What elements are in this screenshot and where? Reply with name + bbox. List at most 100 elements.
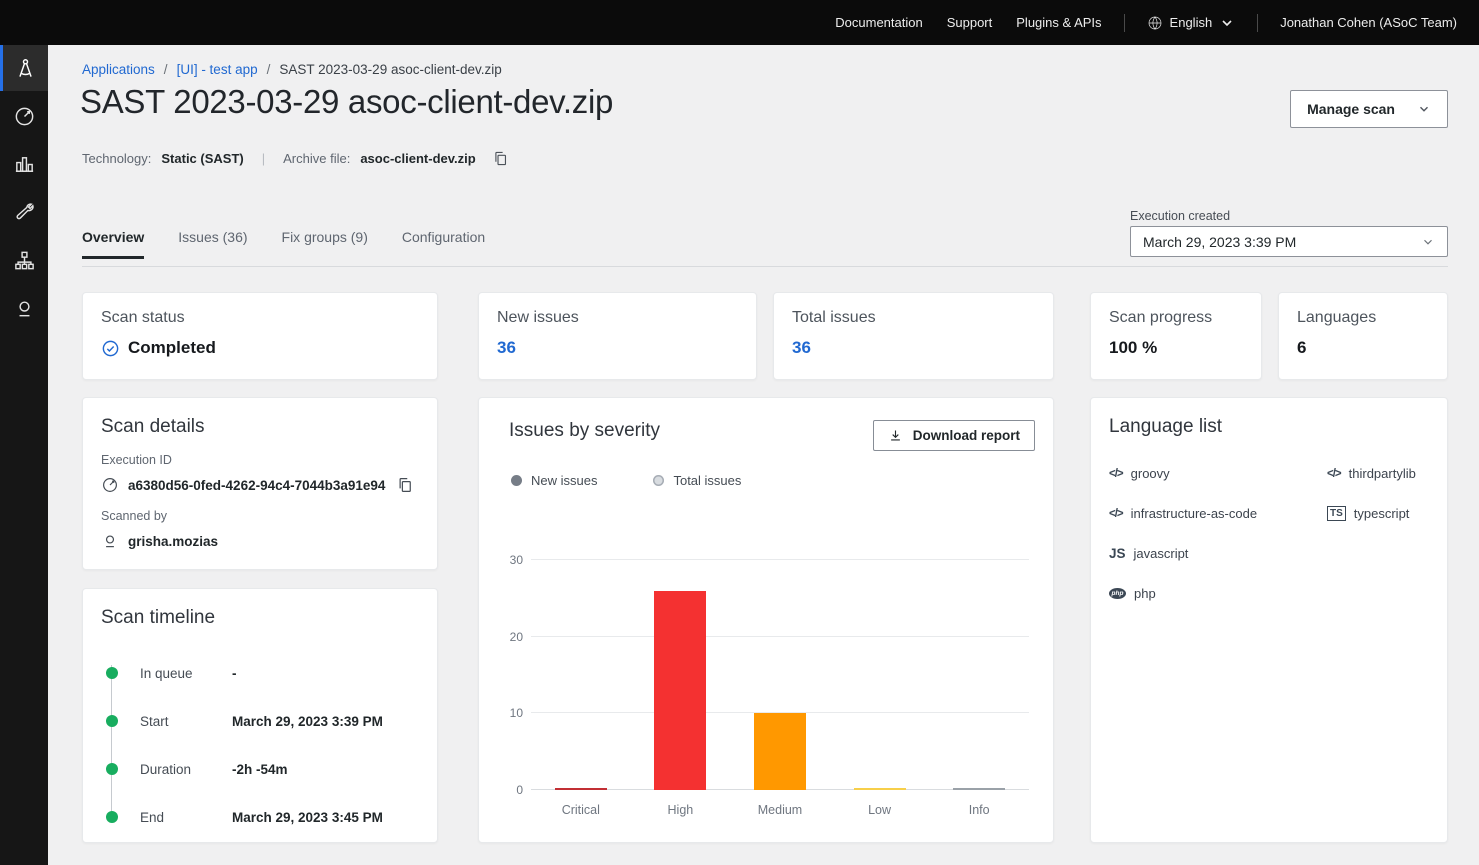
legend-dot — [653, 475, 665, 486]
download-report-button[interactable]: Download report — [872, 420, 1035, 451]
languages-value: 6 — [1297, 338, 1307, 357]
tab-divider — [82, 266, 1448, 267]
left-nav-sidebar — [0, 45, 48, 865]
wrench-icon — [16, 202, 34, 219]
tab-overview[interactable]: Overview — [82, 229, 145, 259]
breadcrumb-current: SAST 2023-03-29 asoc-client-dev.zip — [279, 62, 502, 77]
legend-item-new-issues[interactable]: New issues — [511, 473, 597, 488]
bar-critical — [554, 788, 607, 790]
sidebar-item-organization[interactable] — [0, 237, 48, 283]
scanned-by-value: grisha.mozias — [128, 533, 219, 549]
chart-title: Issues by severity — [509, 420, 660, 441]
divider: | — [261, 151, 266, 166]
topbar-link-plugins-apis[interactable]: Plugins & APIs — [1016, 15, 1102, 30]
x-axis-label: Low — [868, 803, 892, 817]
bar-high — [654, 590, 707, 790]
main-content: Applications / [UI] - test app / SAST 20… — [48, 45, 1479, 865]
timeline-dot — [106, 811, 118, 823]
language-list-card: Language list </> groovy </> thirdpartylib <… — [1090, 397, 1448, 843]
bar-column: Medium — [730, 560, 830, 817]
chevron-down-icon — [1424, 239, 1432, 245]
sidebar-item-scans[interactable] — [0, 93, 48, 139]
gauge-icon — [15, 107, 33, 125]
timeline-dot — [106, 667, 118, 679]
gridline — [531, 635, 1029, 637]
execution-created-select[interactable]: March 29, 2023 3:39 PM — [1130, 226, 1448, 257]
ts-icon: TS — [1327, 506, 1346, 521]
scan-timeline-card: Scan timeline In queue - Start March 29, 20… — [82, 588, 438, 843]
gauge-icon — [103, 478, 117, 492]
breadcrumb-applications[interactable]: Applications — [82, 62, 155, 77]
timeline-label: End — [140, 809, 165, 825]
tab-configuration[interactable]: Configuration — [401, 229, 486, 245]
execution-id-value: a6380d56-0fed-4262-94c4-7044b3a91e94 — [128, 477, 386, 493]
timeline-label: Start — [140, 713, 169, 729]
topbar-links: Documentation Support Plugins & APIs — [835, 15, 1101, 30]
x-axis-label: Info — [968, 803, 990, 817]
language-name: groovy — [1130, 466, 1170, 481]
sidebar-item-reports[interactable] — [0, 141, 48, 187]
language-name: thirdpartylib — [1348, 466, 1416, 481]
manage-scan-button[interactable]: Manage scan — [1290, 90, 1448, 128]
person-icon — [18, 300, 30, 316]
bar-medium — [753, 713, 806, 790]
scanned-by-label: Scanned by — [101, 509, 168, 523]
y-axis-tick: 20 — [509, 629, 523, 644]
language-item-typescript: TS typescript — [1327, 502, 1429, 525]
card-title: New issues — [497, 309, 579, 326]
bar-info — [953, 788, 1006, 790]
language-selector[interactable]: English — [1147, 15, 1236, 31]
legend-label: New issues — [531, 473, 598, 488]
person-icon — [105, 535, 115, 548]
new-issues-card: New issues 36 — [478, 292, 757, 380]
bar-column: Info — [929, 560, 1029, 817]
timeline-dot — [106, 763, 118, 775]
card-title: Scan status — [101, 309, 185, 326]
scan-status-card: Scan status Completed — [82, 292, 438, 380]
technology-value: Static (SAST) — [161, 151, 244, 166]
language-grid: </> groovy </> thirdpartylib </> infrastructu… — [1109, 462, 1429, 605]
sidebar-item-profile[interactable] — [0, 285, 48, 331]
divider — [1257, 13, 1259, 32]
timeline-label: Duration — [140, 761, 192, 777]
card-title: Scan timeline — [101, 607, 216, 628]
legend-item-total-issues[interactable]: Total issues — [653, 473, 741, 488]
language-item-infrastructure-as-code: </> infrastructure-as-code — [1109, 502, 1327, 525]
tab-fix[interactable]: Fix groups (9) — [281, 229, 368, 245]
timeline-label: In queue — [140, 665, 193, 681]
sidebar-item-applications[interactable] — [0, 45, 48, 91]
globe-icon — [1148, 16, 1161, 29]
bar-low — [853, 788, 906, 790]
scan-status-value: Completed — [128, 338, 216, 357]
sidebar-item-tools[interactable] — [0, 189, 48, 235]
timeline-row: Duration -2h -54m — [101, 745, 419, 793]
code-icon: </> — [1109, 467, 1124, 480]
timeline-dot — [106, 715, 118, 727]
user-menu[interactable]: Jonathan Cohen (ASoC Team) — [1280, 15, 1457, 30]
chevron-down-icon — [1222, 19, 1232, 26]
scan-progress-card: Scan progress 100 % — [1090, 292, 1262, 380]
scan-details-card: Scan details Execution ID a6380d56-0fed-… — [82, 397, 438, 570]
archive-file-label: Archive file: — [283, 151, 351, 166]
tab-issues[interactable]: Issues (36) — [178, 229, 248, 245]
timeline-row: End March 29, 2023 3:45 PM — [101, 793, 419, 841]
divider — [1123, 13, 1125, 32]
topbar-link-documentation[interactable]: Documentation — [835, 15, 923, 30]
archive-file-value: asoc-client-dev.zip — [360, 151, 476, 166]
breadcrumb-separator: / — [266, 62, 271, 77]
technology-row: Technology: Static (SAST) | Archive file… — [82, 150, 509, 167]
top-bar: Documentation Support Plugins & APIs Engli… — [0, 0, 1479, 45]
copy-icon[interactable] — [396, 476, 414, 494]
y-axis-tick: 10 — [509, 706, 523, 721]
total-issues-card: Total issues 36 — [773, 292, 1054, 380]
execution-id-label: Execution ID — [101, 453, 172, 467]
breadcrumb-separator: / — [163, 62, 168, 77]
topbar-link-support[interactable]: Support — [946, 15, 993, 30]
copy-icon[interactable] — [492, 150, 509, 167]
x-axis-label: High — [667, 803, 694, 817]
language-item-php: php php — [1109, 582, 1327, 605]
technology-label: Technology: — [82, 151, 152, 166]
language-item-javascript: JS javascript — [1109, 542, 1327, 565]
breadcrumb-app[interactable]: [UI] - test app — [176, 62, 258, 77]
chevron-down-icon — [1420, 106, 1428, 112]
